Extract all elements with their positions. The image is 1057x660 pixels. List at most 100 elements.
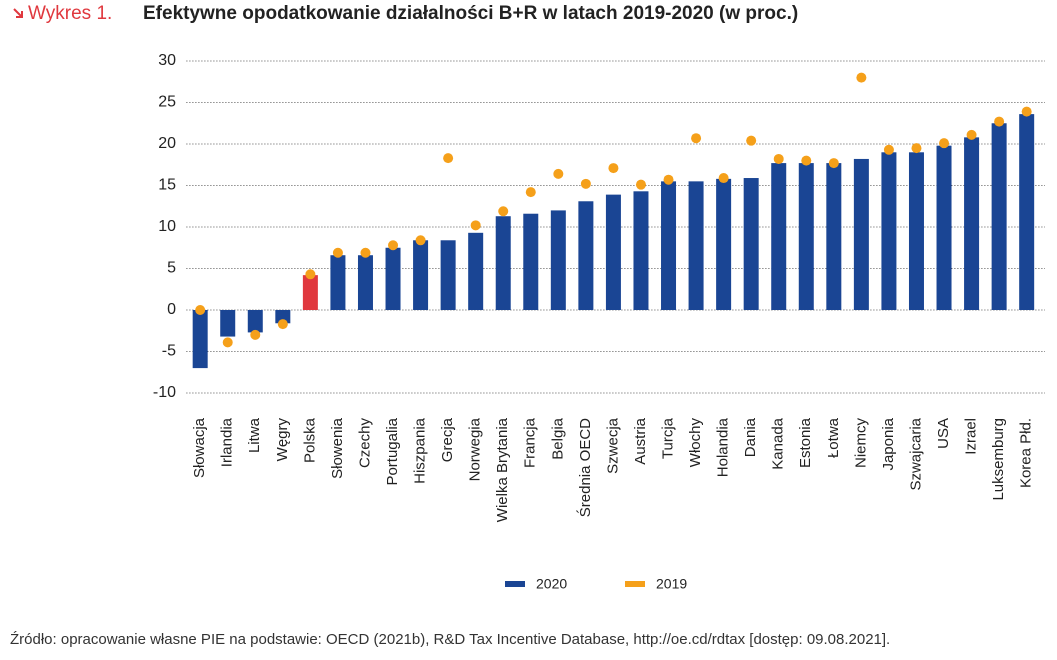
bar — [661, 181, 677, 310]
bar — [413, 240, 429, 310]
x-tick-label: Grecja — [439, 417, 456, 462]
x-tick-label: Szwecja — [604, 417, 621, 474]
bar — [385, 247, 401, 310]
bar — [330, 255, 346, 310]
bar — [357, 255, 373, 310]
bar — [826, 163, 842, 310]
x-tick-label: Belgia — [549, 417, 566, 459]
x-tick-label: Węgry — [274, 418, 291, 462]
bar — [578, 201, 594, 310]
x-tick-label: Niemcy — [852, 418, 869, 469]
x-tick-label: Litwa — [246, 417, 263, 453]
dot — [388, 240, 399, 251]
y-tick-label: 0 — [167, 301, 176, 318]
dot — [305, 269, 316, 280]
legend-label: 2019 — [656, 576, 687, 592]
dot — [718, 173, 729, 184]
dot — [553, 168, 564, 179]
bar — [853, 158, 869, 310]
x-tick-label: Szwajcaria — [907, 417, 924, 490]
arrow-icon — [13, 8, 23, 18]
legend-label: 2020 — [536, 576, 567, 592]
dot — [443, 153, 454, 164]
x-tick-label: Korea Płd. — [1018, 418, 1035, 488]
x-tick-label: Luksemburg — [990, 418, 1007, 501]
y-tick-label: 20 — [158, 135, 176, 152]
legend-swatch — [625, 581, 645, 587]
bar — [523, 213, 539, 310]
x-tick-label: Kanada — [770, 417, 787, 469]
y-tick-label: 5 — [167, 260, 176, 277]
bar — [798, 163, 814, 310]
bar — [495, 216, 511, 310]
x-tick-label: Słowacja — [191, 417, 208, 478]
dot — [498, 206, 509, 217]
dot — [277, 319, 288, 330]
x-tick-label: Izrael — [963, 418, 980, 455]
dot — [801, 155, 812, 166]
y-tick-label: 25 — [158, 94, 176, 111]
bar — [605, 194, 621, 310]
y-tick-label: -10 — [153, 384, 176, 401]
dot — [828, 158, 839, 169]
x-tick-label: Irlandia — [219, 417, 236, 467]
dot — [691, 133, 702, 144]
dot — [856, 72, 867, 83]
bar — [743, 178, 759, 310]
source: Źródło: opracowanie własne PIE na podsta… — [10, 631, 890, 648]
dot — [746, 135, 757, 146]
x-tick-label: Wielka Brytania — [494, 417, 511, 522]
x-tick-label: Słowenia — [329, 417, 346, 479]
dot — [663, 174, 674, 185]
x-tick-label: Japonia — [880, 417, 897, 470]
x-tick-label: USA — [935, 418, 952, 449]
chart-label: Wykres 1. — [28, 3, 112, 24]
bar — [550, 210, 566, 310]
bar — [716, 178, 732, 310]
bar — [936, 145, 952, 310]
y-tick-label: 15 — [158, 177, 176, 194]
bar — [468, 232, 484, 310]
x-tick-label: Turcja — [659, 417, 676, 459]
dot — [222, 337, 233, 348]
bar — [440, 240, 456, 310]
y-tick-label: 10 — [158, 218, 176, 235]
bar — [302, 275, 318, 310]
x-tick-label: Austria — [632, 417, 649, 464]
dot — [939, 138, 950, 149]
bar — [881, 152, 897, 310]
bar — [1019, 114, 1035, 311]
x-tick-label: Czechy — [356, 418, 373, 469]
dot — [195, 305, 206, 315]
dot — [580, 178, 591, 189]
bar — [275, 310, 291, 324]
dot — [415, 235, 426, 246]
bar — [633, 191, 649, 310]
bar — [908, 152, 924, 310]
bar — [964, 137, 980, 310]
dot — [250, 329, 261, 340]
x-tick-label: Włochy — [687, 418, 704, 468]
dot — [332, 247, 343, 258]
x-tick-label: Łotwa — [825, 417, 842, 458]
x-tick-label: Hiszpania — [412, 417, 429, 484]
bar — [991, 123, 1007, 310]
y-tick-label: -5 — [162, 343, 176, 360]
bar — [220, 310, 236, 337]
x-tick-label: Francja — [522, 417, 539, 468]
x-tick-label: Portugalia — [384, 417, 401, 485]
x-tick-label: Norwegia — [467, 417, 484, 481]
dot — [994, 116, 1005, 127]
chart-title: Efektywne opodatkowanie działalności B+R… — [143, 3, 798, 24]
dot — [360, 247, 371, 258]
y-tick-label: 30 — [158, 52, 176, 69]
x-tick-label: Holandia — [715, 417, 732, 477]
dot — [635, 179, 646, 190]
x-tick-label: Polska — [301, 417, 318, 463]
dot — [470, 220, 481, 231]
x-tick-label: Estonia — [797, 417, 814, 468]
bar — [247, 310, 263, 333]
bar — [771, 163, 787, 310]
bar — [192, 310, 208, 369]
